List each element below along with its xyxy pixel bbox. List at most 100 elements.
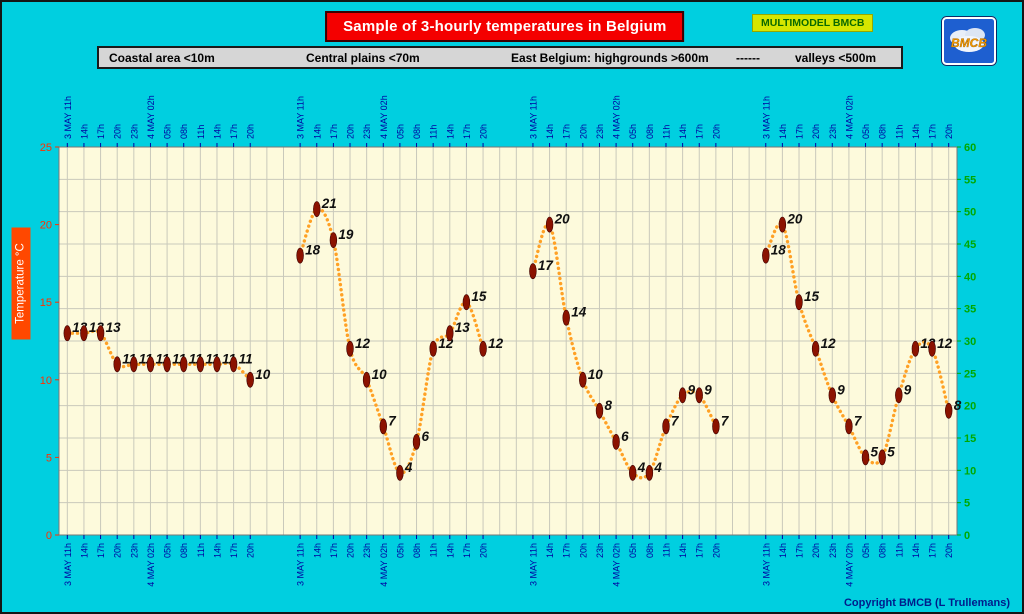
cloud-icon <box>950 28 985 52</box>
value-label: 18 <box>305 243 321 258</box>
value-label: 15 <box>804 289 820 304</box>
x-tick-label-top: 17h <box>462 124 472 139</box>
x-tick-label-top: 20h <box>578 124 588 139</box>
value-label: 10 <box>372 367 388 382</box>
x-tick-label-top: 17h <box>96 124 106 139</box>
y-right-tick-label: 0 <box>964 530 970 542</box>
value-label: 17 <box>538 258 555 273</box>
y-left-tick-label: 25 <box>40 142 52 154</box>
data-marker <box>695 387 703 404</box>
value-label: 12 <box>355 336 371 351</box>
value-label: 20 <box>554 212 571 227</box>
y-right-tick-label: 60 <box>964 142 976 154</box>
x-tick-label-top: 17h <box>695 124 705 139</box>
data-marker <box>180 356 188 373</box>
data-marker <box>213 356 221 373</box>
x-tick-label-bottom: 20h <box>811 543 821 558</box>
y-right-tick-label: 55 <box>964 174 976 186</box>
x-tick-label-top: 17h <box>928 124 938 139</box>
data-marker <box>845 418 853 435</box>
value-label: 21 <box>321 196 337 211</box>
data-marker <box>429 340 437 357</box>
x-tick-label-bottom: 4 MAY 02h <box>379 543 389 587</box>
x-tick-label-top: 14h <box>79 124 89 139</box>
value-label: 9 <box>688 382 696 397</box>
x-tick-label-top: 14h <box>312 124 322 139</box>
data-marker <box>662 418 670 435</box>
value-label: 4 <box>404 460 413 475</box>
data-marker <box>229 356 238 373</box>
x-tick-label-top: 14h <box>778 124 788 139</box>
y-right-tick-label: 35 <box>964 304 976 316</box>
x-tick-label-top: 20h <box>246 124 256 139</box>
x-tick-label-bottom: 14h <box>911 543 921 558</box>
x-tick-label-bottom: 20h <box>113 543 123 558</box>
x-tick-label-bottom: 20h <box>578 543 588 558</box>
data-marker <box>296 247 304 264</box>
x-tick-label-bottom: 3 MAY 11h <box>528 543 538 586</box>
value-label: 10 <box>255 367 271 382</box>
value-label: 12 <box>488 336 504 351</box>
value-label: 15 <box>471 289 487 304</box>
x-tick-label-top: 17h <box>795 124 805 139</box>
x-tick-label-top: 05h <box>395 124 405 139</box>
y-right-tick-label: 5 <box>964 498 970 510</box>
x-tick-label-top: 05h <box>861 124 871 139</box>
x-tick-label-bottom: 20h <box>346 543 356 558</box>
x-tick-label-top: 14h <box>445 124 455 139</box>
y-right-tick-label: 15 <box>964 433 976 445</box>
y-right-tick-label: 25 <box>964 368 976 380</box>
data-marker <box>928 340 936 357</box>
data-marker <box>828 387 836 404</box>
value-label: 7 <box>388 413 397 428</box>
x-tick-label-top: 4 MAY 02h <box>146 95 156 139</box>
value-label: 12 <box>937 336 953 351</box>
data-marker <box>861 449 870 466</box>
legend-item-dashes: ------ <box>736 50 760 65</box>
x-tick-label-bottom: 23h <box>595 543 605 558</box>
bmcb-logo: BMCB <box>941 16 997 66</box>
x-tick-label-bottom: 17h <box>462 543 472 558</box>
data-marker <box>778 216 787 233</box>
y-right-tick-label: 10 <box>964 465 976 477</box>
x-tick-label-top: 4 MAY 02h <box>379 95 389 139</box>
x-tick-label-bottom: 05h <box>861 543 871 558</box>
value-label: 18 <box>771 243 787 258</box>
data-marker <box>346 340 354 357</box>
x-tick-label-top: 08h <box>645 124 655 139</box>
x-tick-label-top: 3 MAY 11h <box>296 96 306 139</box>
x-tick-label-top: 20h <box>479 124 489 139</box>
x-tick-label-bottom: 4 MAY 02h <box>146 543 156 587</box>
data-marker <box>645 464 654 481</box>
x-tick-label-top: 3 MAY 11h <box>63 96 73 139</box>
x-tick-label-top: 14h <box>545 124 555 139</box>
data-marker <box>63 325 72 342</box>
value-label: 7 <box>671 413 680 428</box>
x-tick-label-bottom: 23h <box>129 543 139 558</box>
data-marker <box>628 464 637 481</box>
data-marker <box>562 309 570 326</box>
x-tick-label-bottom: 14h <box>778 543 788 558</box>
data-marker <box>396 464 404 481</box>
x-tick-label-top: 20h <box>346 124 356 139</box>
value-label: 7 <box>854 413 863 428</box>
value-label: 6 <box>621 429 629 444</box>
x-tick-label-top: 08h <box>179 124 189 139</box>
x-tick-label-bottom: 14h <box>678 543 688 558</box>
y-right-tick-label: 20 <box>964 401 976 413</box>
logo-text: BMCB <box>951 36 987 50</box>
value-label: 19 <box>338 227 354 242</box>
data-marker <box>196 356 205 373</box>
value-label: 10 <box>588 367 604 382</box>
x-tick-label-bottom: 4 MAY 02h <box>844 543 854 587</box>
x-tick-label-top: 23h <box>129 124 139 139</box>
value-label: 14 <box>571 305 587 320</box>
data-marker <box>246 371 254 388</box>
value-label: 13 <box>106 320 122 335</box>
x-tick-label-top: 17h <box>562 124 572 139</box>
data-marker <box>529 263 537 280</box>
multimodel-badge: MULTIMODEL BMCB <box>752 14 874 32</box>
x-tick-label-bottom: 14h <box>212 543 222 558</box>
